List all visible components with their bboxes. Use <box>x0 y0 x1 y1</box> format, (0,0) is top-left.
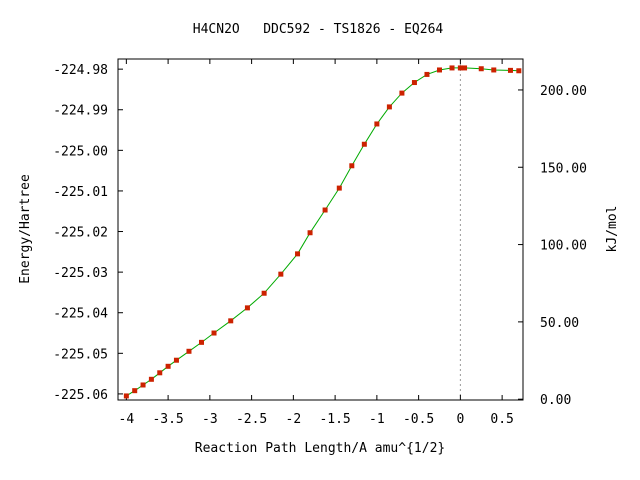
data-point <box>244 305 250 311</box>
data-point <box>374 121 380 127</box>
x-tick-label: -0.5 <box>403 412 434 427</box>
x-tick-label: -1.5 <box>319 412 350 427</box>
data-point <box>295 251 301 257</box>
y-tick-label: -225.00 <box>53 144 108 159</box>
plot-frame <box>117 58 524 401</box>
data-point <box>186 348 192 354</box>
x-tick-label: 0.5 <box>490 412 513 427</box>
y-tick-label: -224.99 <box>53 104 108 119</box>
data-point <box>123 393 129 399</box>
data-point <box>399 90 405 96</box>
data-point <box>132 388 138 394</box>
x-tick-label: -4 <box>119 412 135 427</box>
data-point <box>516 68 522 74</box>
y-tick-label: -225.02 <box>53 226 108 241</box>
y-axis-ticks: -224.98 -224.99 -225.00 -225.01 -225.02 -225.… <box>53 63 123 403</box>
y2-tick-label: 100.00 <box>540 239 587 254</box>
data-point <box>507 67 513 73</box>
data-point <box>424 71 430 77</box>
data-point <box>436 67 442 73</box>
data-point <box>157 370 163 376</box>
y2-tick-label: 50.00 <box>540 316 579 331</box>
data-point <box>462 65 468 71</box>
data-point <box>322 207 328 213</box>
data-point <box>278 271 284 277</box>
data-point <box>165 363 171 369</box>
data-point <box>307 230 313 236</box>
x-axis-ticks: -4 -3.5 -3 -2.5 -2 -1.5 -1 -0.5 0 0.5 <box>119 59 514 427</box>
data-point <box>173 357 179 363</box>
energy-curve <box>126 67 519 397</box>
y-axis-label: Energy/Hartree <box>18 174 33 284</box>
data-point <box>386 104 392 110</box>
x-tick-label: -2.5 <box>236 412 267 427</box>
secondary-y-axis-ticks: 0.00 50.00 100.00 150.00 200.00 <box>518 84 587 408</box>
y-tick-label: -225.01 <box>53 185 108 200</box>
data-point <box>199 339 205 345</box>
data-point <box>336 185 342 191</box>
y2-tick-label: 200.00 <box>540 84 587 99</box>
data-point <box>228 318 234 324</box>
x-tick-label: -3 <box>202 412 218 427</box>
data-point <box>449 65 455 71</box>
data-point <box>349 163 355 169</box>
data-point <box>211 330 217 336</box>
data-point <box>140 382 146 388</box>
data-point <box>491 67 497 73</box>
y-tick-label: -225.05 <box>53 347 108 362</box>
y2-tick-label: 0.00 <box>540 393 571 408</box>
x-tick-label: -3.5 <box>152 412 183 427</box>
data-point <box>411 80 417 86</box>
x-tick-label: 0 <box>456 412 464 427</box>
y-tick-label: -225.04 <box>53 307 108 322</box>
x-axis-label: Reaction Path Length/A amu^{1/2} <box>195 441 445 456</box>
data-point <box>361 141 367 147</box>
x-tick-label: -2 <box>286 412 302 427</box>
secondary-y-axis-label: kJ/mol <box>605 206 620 253</box>
y-tick-label: -225.06 <box>53 388 108 403</box>
y2-tick-label: 150.00 <box>540 161 587 176</box>
y-tick-label: -224.98 <box>53 63 108 78</box>
y-tick-label: -225.03 <box>53 266 108 281</box>
data-point <box>478 66 484 72</box>
data-point <box>148 376 154 382</box>
x-tick-label: -1 <box>369 412 385 427</box>
chart-title: H4CN2O DDC592 - TS1826 - EQ264 <box>193 22 444 37</box>
data-point <box>457 65 463 71</box>
energy-points <box>123 65 522 399</box>
data-point <box>261 290 267 296</box>
